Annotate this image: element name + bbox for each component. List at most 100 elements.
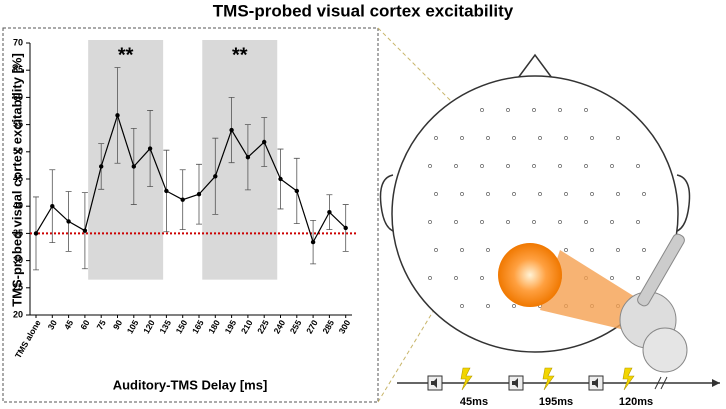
electrode [428,164,432,168]
x-tick-label: 300 [337,318,353,336]
electrode [558,108,562,112]
electrode [480,220,484,224]
electrode [636,164,640,168]
electrode [564,192,568,196]
y-axis-label: TMS-probed visual cortex excitability [%… [9,53,24,307]
zoom-line [377,27,491,141]
y-tick-label: 65 [13,65,23,75]
head-diagram [379,53,691,373]
data-point [99,164,104,169]
electrode [538,136,542,140]
x-tick-label: 135 [157,318,173,336]
electrode [506,220,510,224]
x-tick-label: 75 [94,318,108,331]
y-tick-label: 60 [13,92,23,102]
series-line [35,113,347,244]
electrode [460,136,464,140]
x-tick-label: 225 [255,318,271,336]
electrode [590,136,594,140]
time-break [654,376,668,390]
electrode [564,248,568,252]
data-point [278,176,283,182]
highlight-region [88,40,164,280]
significance-label: ** [118,44,134,66]
electrode [454,164,458,168]
data-point [164,188,169,194]
y-tick-label: 40 [13,201,23,211]
electrode [486,192,490,196]
x-tick-label: 105 [125,318,141,336]
x-tick-label: 270 [304,318,320,336]
electrode [480,108,484,112]
data-point [82,228,88,233]
electrode [558,164,562,168]
highlight-region [202,40,278,280]
electrode [428,220,432,224]
x-tick-label: 195 [223,318,239,336]
speaker [592,378,598,388]
electrode [506,164,510,168]
electrode [590,248,594,252]
y-tick-label: 55 [13,119,23,129]
electrode [642,192,646,196]
data-point [196,192,202,197]
interval-label: 45ms [460,396,488,408]
data-point [115,113,120,118]
y-tick-label: 35 [13,228,23,238]
electrode [642,248,646,252]
significance-label: ** [232,44,248,66]
plot-frame [2,27,379,403]
electrode [584,220,588,224]
electrode [506,108,510,112]
x-tick-label: 240 [271,318,287,336]
electrode [616,136,620,140]
data-point [294,188,299,194]
x-tick-label: 210 [239,318,255,336]
electrode [434,192,438,196]
data-point [310,239,316,245]
electrode [434,248,438,252]
electrode [616,248,620,252]
electrode [538,192,542,196]
data-point [245,155,251,160]
electrode [460,192,464,196]
x-tick-label: 120 [141,318,157,336]
data-point [131,164,136,169]
electrode [584,164,588,168]
interval-label: 120ms [619,396,653,408]
electrode [512,136,516,140]
electrode [532,108,536,112]
x-tick-label: 45 [62,318,76,331]
y-tick-label: 70 [13,37,23,47]
coil-handle [637,233,685,307]
electrode [486,304,490,308]
electrode [486,248,490,252]
nose [517,53,553,79]
electrode [480,276,484,280]
tms-pulse [460,367,473,391]
data-point [327,209,332,215]
x-tick-label: 285 [320,318,336,336]
data-point [213,174,218,179]
beam [540,250,640,330]
speaker [431,378,437,388]
electrode [460,304,464,308]
x-tick-label: 165 [190,318,206,336]
electrode [636,220,640,224]
electrode [616,192,620,196]
electrode [454,276,458,280]
tms-pulse [542,367,555,391]
y-tick-label: 45 [13,173,23,183]
electrode [610,164,614,168]
data-point [180,197,185,202]
electrode [434,136,438,140]
y-tick-label: 50 [13,146,23,156]
tms-coil [642,327,688,373]
electrode [584,108,588,112]
electrode [460,248,464,252]
electrode [428,276,432,280]
electrode [480,164,484,168]
electrode [590,192,594,196]
electrode [610,220,614,224]
interval-label: 195ms [539,396,573,408]
